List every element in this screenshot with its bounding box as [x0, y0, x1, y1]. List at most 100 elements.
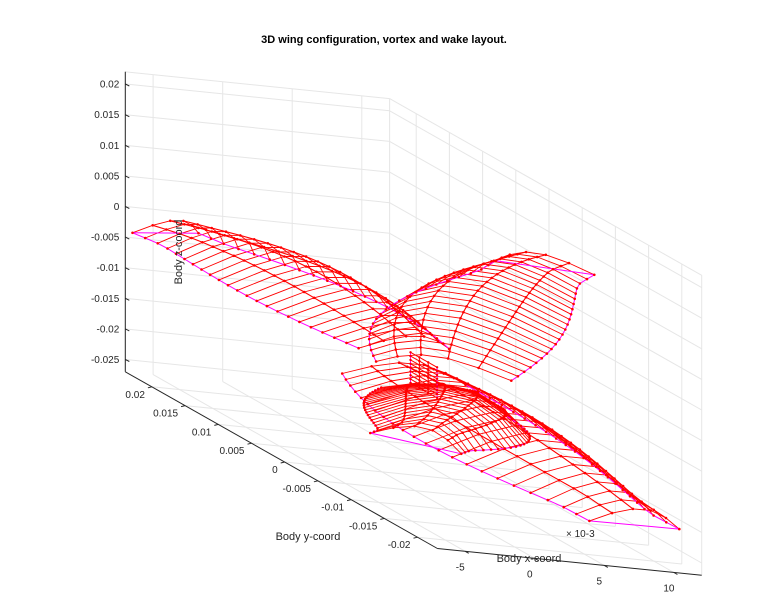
vortex-marker — [239, 234, 242, 237]
wake-line — [246, 295, 257, 302]
z-tick-label: -0.01 — [97, 263, 120, 274]
vortex-marker — [528, 437, 531, 441]
wake-line — [436, 338, 444, 344]
vortex-marker — [370, 365, 373, 368]
wake-line — [256, 300, 268, 307]
vortex-line — [516, 455, 532, 465]
vortex-marker — [298, 268, 301, 272]
hub-vortex-marker — [418, 379, 421, 382]
vortex-marker — [423, 401, 426, 404]
vortex-line — [427, 306, 464, 313]
vortex-line — [397, 422, 420, 426]
vortex-line — [517, 253, 538, 258]
vortex-line — [354, 281, 366, 297]
vortex-line — [599, 504, 613, 514]
vortex-line — [369, 329, 395, 340]
vortex-marker — [509, 446, 513, 449]
vortex-line — [367, 403, 406, 416]
vortex-marker — [248, 241, 251, 244]
vortex-marker — [183, 223, 186, 226]
vortex-line — [317, 260, 330, 268]
vortex-marker — [277, 250, 280, 253]
vortex-line — [665, 517, 680, 530]
vortex-marker — [467, 429, 471, 433]
vortex-line — [497, 463, 531, 479]
vortex-line — [170, 220, 185, 225]
vortex-marker — [408, 295, 412, 298]
hub-vortex-marker — [435, 392, 439, 396]
vortex-line — [205, 229, 212, 239]
vortex-marker — [529, 462, 533, 466]
vortex-line — [453, 268, 464, 274]
vortex-marker — [397, 361, 401, 365]
vortex-marker — [575, 287, 579, 290]
vortex-line — [609, 490, 622, 501]
y-tick-label: -0.02 — [388, 540, 411, 551]
vortex-line — [641, 501, 655, 511]
hub-vortex-marker — [409, 362, 412, 365]
vortex-line — [393, 325, 423, 331]
vortex-marker — [368, 288, 372, 291]
vortex-marker — [583, 471, 587, 475]
vortex-marker — [448, 350, 451, 353]
vortex-marker — [534, 424, 537, 427]
grid-line-floor-y — [284, 461, 550, 490]
vortex-marker — [266, 242, 270, 245]
grid-line-wall-z — [125, 114, 390, 142]
vortex-marker — [353, 294, 357, 298]
vortex-line — [267, 242, 279, 252]
vortex-line — [237, 238, 250, 244]
vortex-marker — [420, 325, 424, 328]
vortex-marker — [472, 265, 475, 268]
vortex-marker — [477, 387, 481, 391]
vortex-line — [202, 241, 214, 248]
vortex-marker — [340, 372, 344, 375]
vortex-marker — [485, 423, 488, 427]
vortex-marker — [544, 430, 548, 434]
vortex-line — [350, 375, 385, 386]
vortex-marker — [222, 242, 225, 246]
vortex-line — [394, 303, 404, 311]
wake-line — [530, 492, 548, 501]
vortex-line — [385, 296, 411, 310]
vortex-line — [460, 317, 502, 334]
vortex-line — [267, 242, 282, 249]
vortex-line — [329, 266, 341, 273]
vortex-marker — [514, 445, 518, 448]
vortex-marker — [151, 224, 154, 227]
vortex-marker — [643, 507, 646, 511]
wake-line — [266, 305, 278, 312]
wake-line — [653, 515, 667, 523]
y-tick-label: 0.015 — [153, 409, 178, 420]
vortex-line — [451, 416, 470, 432]
vortex-line — [466, 448, 505, 465]
vortex-line — [579, 449, 589, 458]
vortex-line — [278, 251, 293, 257]
vortex-line — [466, 305, 510, 323]
grid-line-floor-x — [222, 381, 536, 559]
vortex-line — [405, 401, 439, 407]
vortex-line — [525, 414, 537, 423]
vortex-marker — [362, 401, 366, 405]
wake-line — [184, 258, 194, 265]
vortex-marker — [197, 231, 200, 235]
vortex-line — [345, 288, 356, 297]
vortex-marker — [453, 276, 456, 279]
vortex-marker — [385, 301, 389, 304]
vortex-line — [333, 301, 365, 311]
vortex-marker — [462, 268, 465, 271]
vortex-line — [475, 428, 492, 450]
wake-line — [198, 232, 212, 239]
vortex-marker — [372, 421, 375, 425]
vortex-marker — [396, 423, 400, 427]
vortex-marker — [535, 361, 538, 365]
vortex-marker — [365, 411, 368, 414]
wake-line — [644, 508, 654, 516]
vortex-line — [439, 398, 469, 406]
grid-line-wall-z — [125, 83, 390, 112]
vortex-marker — [469, 272, 473, 275]
vortex-line — [505, 411, 531, 437]
vortex-marker — [168, 219, 172, 223]
vortex-marker — [362, 399, 366, 403]
vortex-marker — [404, 300, 407, 303]
